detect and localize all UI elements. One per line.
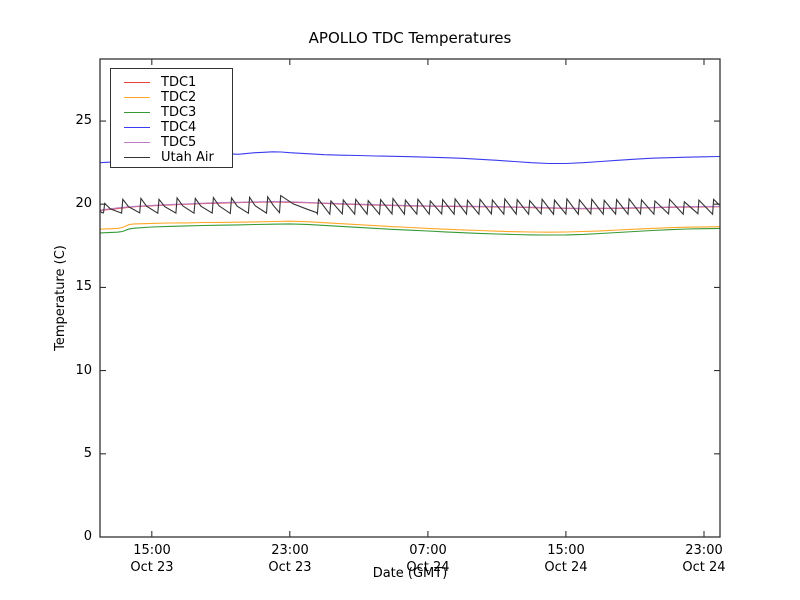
legend-item-tdc4: TDC4 [124, 120, 232, 135]
legend-label: TDC2 [161, 90, 197, 105]
y-tick-label: 10 [75, 363, 92, 378]
x-tick-label: 15:00 Oct 24 [521, 542, 611, 576]
y-tick-label: 20 [75, 196, 92, 211]
legend-line-swatch [124, 127, 150, 128]
series-line-tdc5 [99, 201, 720, 211]
x-tick-label: 23:00 Oct 24 [659, 542, 749, 576]
y-tick-label: 0 [83, 529, 92, 544]
legend-line-swatch [124, 112, 150, 113]
legend-item-tdc2: TDC2 [124, 90, 232, 105]
axis-tick-marks [100, 59, 720, 538]
x-tick-date: Oct 24 [544, 560, 588, 575]
legend-item-tdc5: TDC5 [124, 135, 232, 150]
legend-label: TDC3 [161, 105, 197, 120]
x-tick-time: 23:00 [685, 543, 723, 558]
x-tick-time: 23:00 [271, 543, 309, 558]
legend-line-swatch [124, 142, 150, 143]
x-tick-date: Oct 24 [682, 560, 726, 575]
chart-title: APOLLO TDC Temperatures [308, 29, 512, 47]
x-tick-date: Oct 23 [130, 560, 174, 575]
legend-item-tdc3: TDC3 [124, 105, 232, 120]
series-line-tdc2 [99, 220, 720, 233]
legend-item-tdc1: TDC1 [124, 75, 232, 90]
legend-label: TDC5 [161, 135, 197, 150]
x-tick-label: 07:00 Oct 24 [383, 542, 473, 576]
legend-line-swatch [124, 82, 150, 83]
y-tick-label: 25 [75, 113, 92, 128]
legend-label: TDC1 [161, 75, 197, 90]
y-tick-label: 5 [83, 446, 92, 461]
series-line-utah-air [99, 194, 720, 216]
x-tick-label: 23:00 Oct 23 [245, 542, 335, 576]
legend-label: Utah Air [161, 150, 214, 165]
x-tick-time: 07:00 [409, 543, 447, 558]
legend-line-swatch [124, 157, 150, 158]
legend: TDC1 TDC2 TDC3 TDC4 TDC5 Utah Air [110, 68, 233, 168]
legend-label: TDC4 [161, 120, 197, 135]
y-tick-label: 15 [75, 279, 92, 294]
x-tick-date: Oct 23 [268, 560, 312, 575]
x-tick-time: 15:00 [133, 543, 171, 558]
legend-line-swatch [124, 97, 150, 98]
x-axis-label: Date (GMT) [372, 566, 448, 581]
x-tick-date: Oct 24 [406, 560, 450, 575]
legend-item-utah-air: Utah Air [124, 150, 232, 165]
x-tick-time: 15:00 [547, 543, 585, 558]
x-tick-label: 15:00 Oct 23 [107, 542, 197, 576]
series-line-tdc3 [99, 223, 720, 236]
plot-frame [99, 58, 721, 538]
